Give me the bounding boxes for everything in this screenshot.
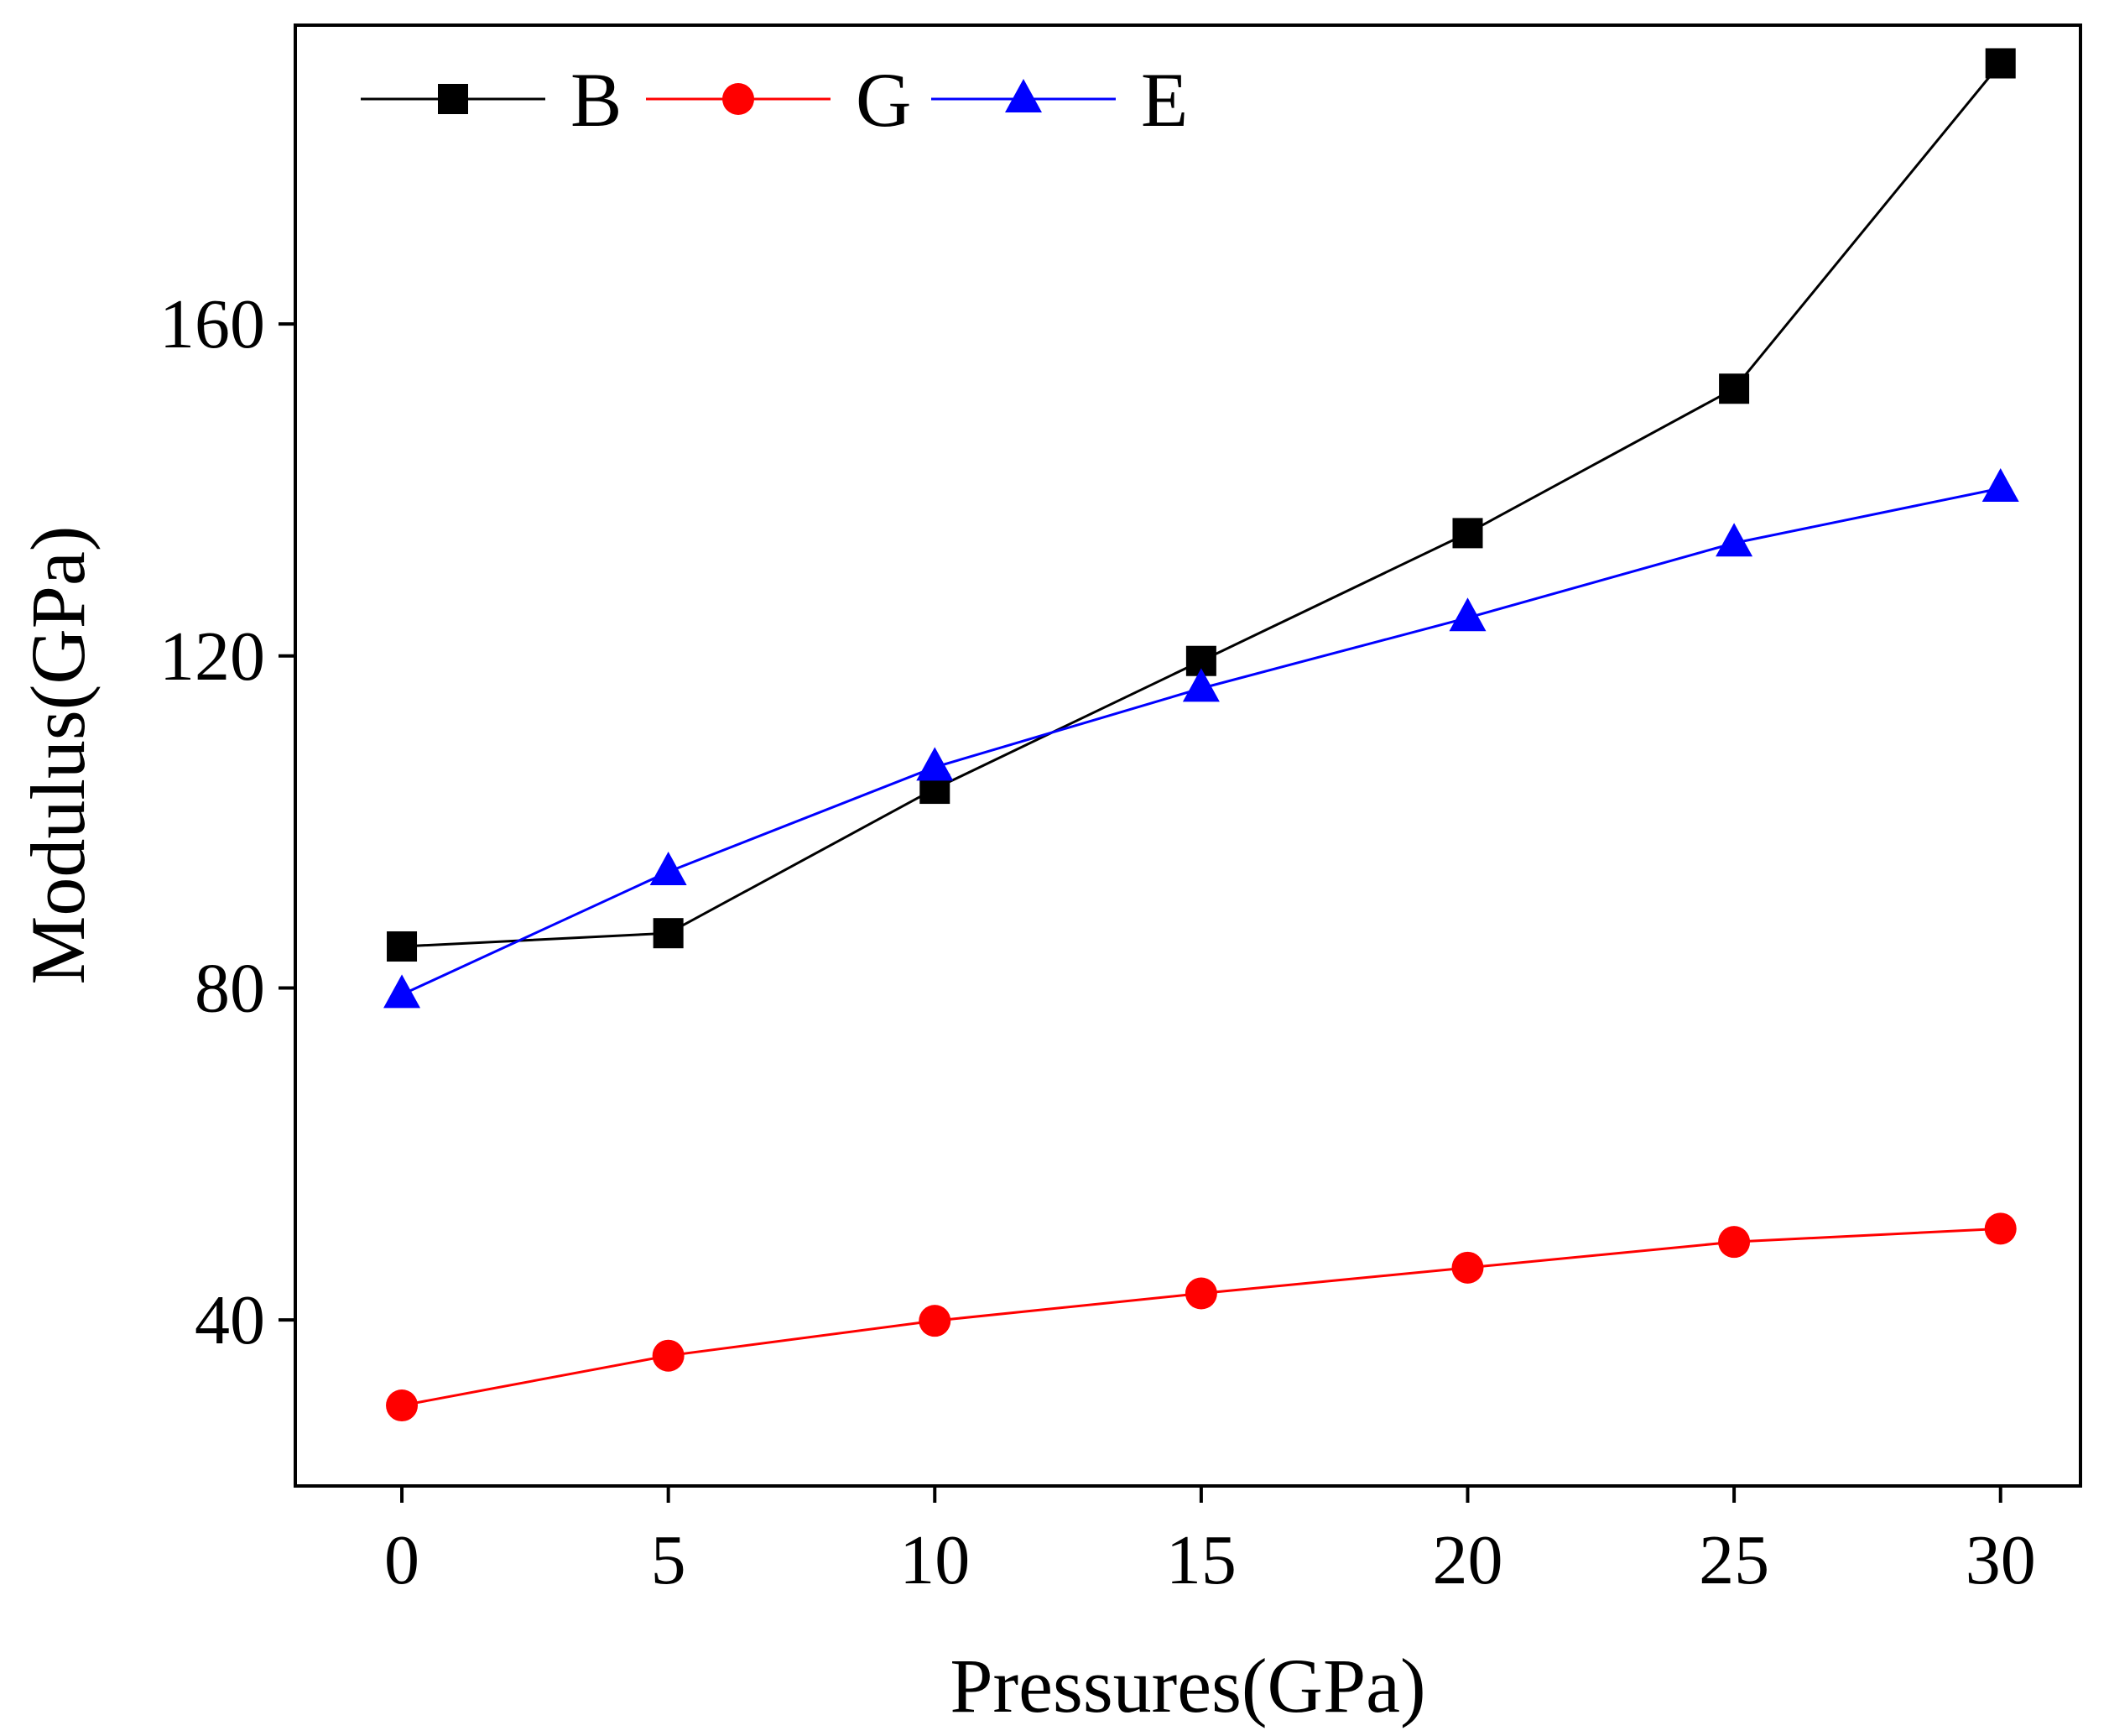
data-point-B <box>387 931 418 962</box>
data-point-G <box>1718 1226 1751 1259</box>
x-tick-label: 15 <box>1166 1521 1237 1599</box>
series-line-G <box>401 1227 2001 1407</box>
series-E <box>383 467 2019 1009</box>
legend-label: G <box>856 57 911 143</box>
data-point-E <box>916 747 954 781</box>
x-tick-label: 0 <box>384 1521 419 1599</box>
plot-frame <box>294 23 2082 1488</box>
data-point-G <box>652 1339 685 1372</box>
series-G <box>386 1212 2017 1422</box>
data-point-E <box>1716 523 1753 557</box>
data-point-G <box>1451 1251 1484 1284</box>
series-line-E <box>401 487 2002 996</box>
data-point-G <box>1984 1212 2017 1245</box>
legend-label: B <box>570 57 622 143</box>
legend-item-E: E <box>931 57 1188 143</box>
x-axis-ticks: 0 5 10 15 20 25 30 <box>384 1486 2036 1599</box>
data-point-E <box>1449 597 1487 632</box>
y-tick-label: 80 <box>195 949 265 1027</box>
series-B <box>387 48 2016 962</box>
series-line-B <box>401 62 2002 948</box>
x-tick-label: 5 <box>651 1521 686 1599</box>
x-tick-label: 30 <box>1966 1521 2036 1599</box>
legend-marker <box>438 84 468 114</box>
x-axis-title: Pressures(GPa) <box>950 1643 1425 1728</box>
data-point-E <box>1182 668 1220 702</box>
data-point-B <box>1985 48 2016 79</box>
data-point-B <box>1452 518 1483 549</box>
y-tick-label: 160 <box>159 285 265 363</box>
data-point-B <box>1719 373 1750 404</box>
data-point-G <box>1185 1277 1217 1310</box>
y-tick-label: 40 <box>195 1281 265 1359</box>
legend-item-G: G <box>646 57 911 143</box>
x-tick-label: 10 <box>899 1521 970 1599</box>
series-layer <box>383 48 2019 1422</box>
data-point-E <box>649 851 687 885</box>
x-tick-label: 25 <box>1699 1521 1769 1599</box>
data-point-G <box>919 1305 951 1337</box>
legend-marker <box>1005 79 1042 112</box>
y-axis-ticks: 40 80 120 160 <box>159 285 295 1359</box>
legend-label: E <box>1141 57 1188 143</box>
y-axis-title: Modulus(GPa) <box>15 526 101 985</box>
x-tick-label: 20 <box>1432 1521 1502 1599</box>
data-point-G <box>386 1389 419 1422</box>
data-point-E <box>1981 467 2019 502</box>
data-point-E <box>383 974 421 1009</box>
legend-item-B: B <box>361 57 622 143</box>
data-point-B <box>653 918 684 949</box>
legend-marker <box>722 83 754 115</box>
y-tick-label: 120 <box>159 618 265 696</box>
